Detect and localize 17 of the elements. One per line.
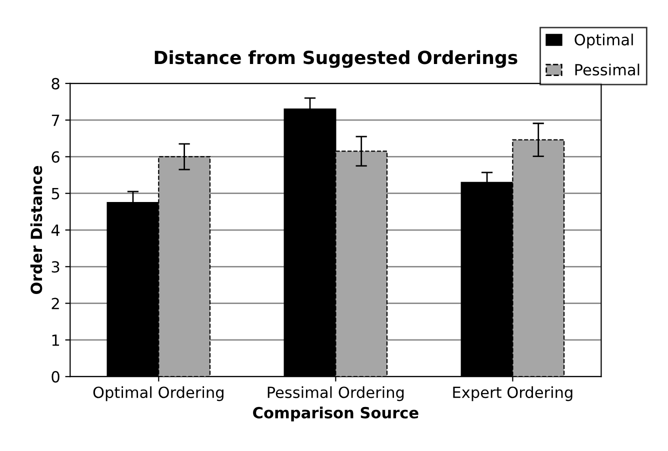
- y-tick-label: 5: [52, 188, 60, 200]
- y-tick-label: 6: [52, 151, 60, 163]
- y-tick-label: 8: [52, 78, 60, 90]
- x-tick-label: Optimal Ordering: [93, 386, 224, 402]
- y-tick-label: 3: [52, 261, 60, 273]
- x-axis-title: Comparison Source: [253, 406, 418, 422]
- legend-label: Optimal: [574, 34, 633, 48]
- y-tick-label: 7: [52, 114, 60, 126]
- x-tick-label: Expert Ordering: [453, 386, 572, 402]
- y-tick-label: 2: [52, 298, 59, 310]
- legend-label: Pessimal: [575, 64, 640, 76]
- chart-title: Distance from Suggested Orderings: [154, 50, 518, 68]
- y-tick-label: 1: [52, 334, 60, 346]
- x-tick-label: Pessimal Ordering: [268, 386, 404, 402]
- y-tick-label: 0: [52, 371, 60, 383]
- y-axis-title: Order Distance: [30, 166, 42, 294]
- y-tick-label: 4: [51, 224, 60, 236]
